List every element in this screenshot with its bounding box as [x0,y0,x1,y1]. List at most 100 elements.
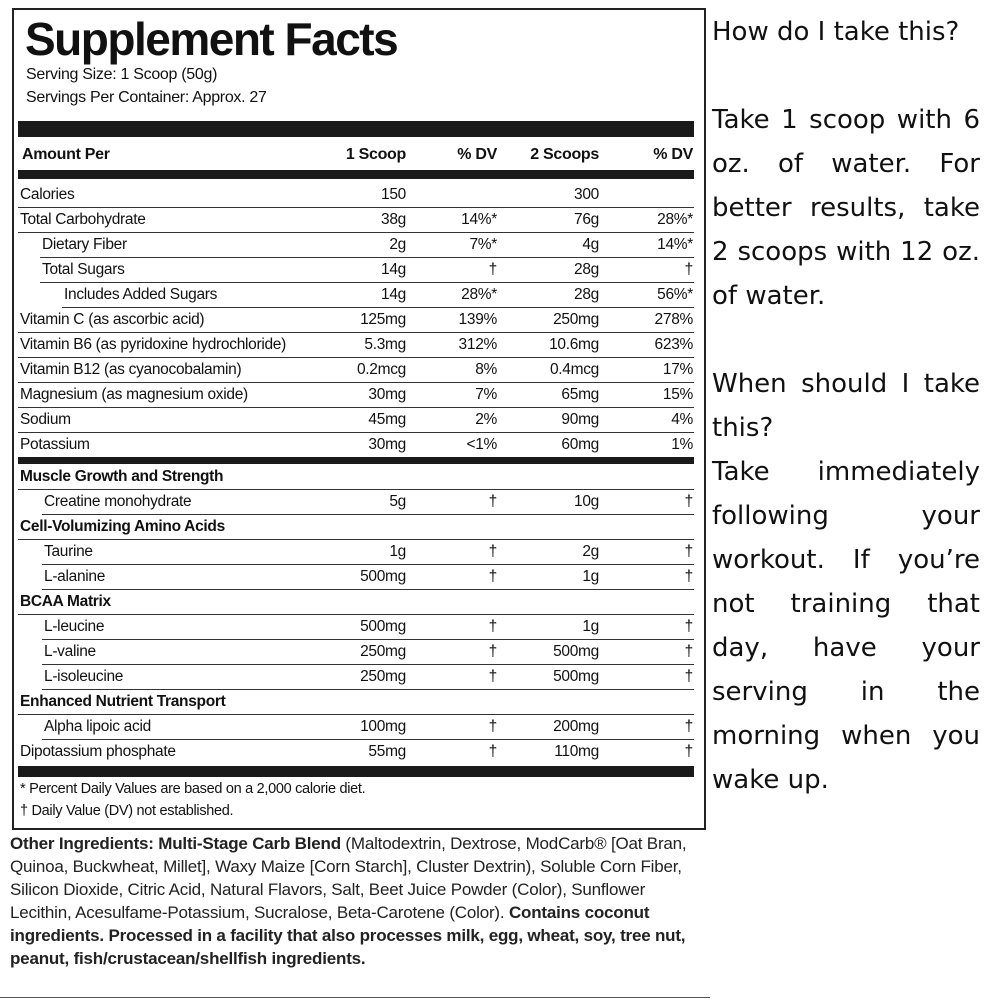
group-title: BCAA Matrix [20,593,111,610]
row-divider [42,589,694,590]
cell-value: 500mg [360,618,406,635]
cell-value: 5g [389,493,406,510]
footnote: † Daily Value (DV) not established. [20,803,234,819]
cell-value: 65mg [561,386,599,403]
cell-value: 4g [582,236,599,253]
cell-value: 0.4mcg [549,361,599,378]
row-divider [42,514,694,515]
nutrient-name: Total Sugars [42,261,125,278]
cell-value: 250mg [360,668,406,685]
ingredient-name: L-leucine [44,618,105,635]
row-divider [62,307,694,308]
column-header: 2 Scoops [530,146,599,163]
cell-value: 7% [475,386,497,403]
cell-value: 1% [671,436,693,453]
cell-value: 250mg [553,311,599,328]
cell-value: 14g [381,261,406,278]
row-divider [40,257,694,258]
column-header: 1 Scoop [345,146,406,163]
nutrient-name: Vitamin B12 (as cyanocobalamin) [20,361,242,378]
cell-value: † [488,543,498,560]
row-divider [18,489,694,490]
cell-value: 10.6mg [549,336,599,353]
title: Supplement Facts [25,13,399,65]
cell-value: 500mg [553,643,599,660]
cell-value: 55mg [368,743,406,760]
ingredient-name: Taurine [44,543,93,560]
row-divider [18,357,694,358]
row-divider [18,382,694,383]
group-title: Cell-Volumizing Amino Acids [20,518,225,535]
cell-value: 7%* [469,236,497,253]
nutrient-name: Sodium [20,411,71,428]
cell-value: 1g [389,543,406,560]
thick-bar [18,457,694,464]
nutrient-name: Calories [20,186,75,203]
nutrient-name: Includes Added Sugars [64,286,218,303]
cell-value: 28g [574,261,599,278]
cell-value: † [684,718,694,735]
cell-value: † [488,261,498,278]
ingredients-label: Other Ingredients: [10,834,154,853]
column-header: Amount Per [22,146,110,163]
row-divider [18,332,694,333]
cell-value: 30mg [368,386,406,403]
thick-bar [18,766,694,777]
cell-value: 125mg [360,311,406,328]
cell-value: † [488,743,498,760]
nutrient-name: Vitamin B6 (as pyridoxine hydrochloride) [20,336,286,353]
cell-value: 4% [671,411,693,428]
ingredient-name: Dipotassium phosphate [20,743,176,760]
thick-bar [18,121,694,137]
row-divider [18,407,694,408]
row-divider [42,689,694,690]
cell-value: 14g [381,286,406,303]
row-divider [42,664,694,665]
cell-value: 278% [654,311,694,328]
faq-question: How do I take this? [712,17,960,47]
cell-value: 56%* [657,286,693,303]
cell-value: 30mg [368,436,406,453]
nutrient-name: Potassium [20,436,90,453]
row-divider [42,564,694,565]
cell-value: 139% [458,311,498,328]
ingredients-list: (Maltodextrin, Dextrose, ModCarb® [Oat B… [10,834,687,922]
cell-value: 623% [654,336,694,353]
thick-bar [18,170,694,179]
footnote: * Percent Daily Values are based on a 2,… [20,781,366,797]
allergen-warning: Contains coconut ingredients. Processed … [10,903,686,968]
cell-value: 28%* [461,286,497,303]
faq-answer: Take immediately following your workout.… [712,457,980,795]
ingredient-name: L-alanine [44,568,106,585]
cell-value: 1g [582,618,599,635]
cell-value: 45mg [368,411,406,428]
nutrient-name: Dietary Fiber [42,236,127,253]
cell-value: 14%* [461,211,497,228]
cell-value: 200mg [553,718,599,735]
row-divider [42,639,694,640]
cell-value: † [488,618,498,635]
ingredient-name: L-valine [44,643,96,660]
nutrient-name: Magnesium (as magnesium oxide) [20,386,248,403]
cell-value: † [488,668,498,685]
cell-value: † [488,493,498,510]
row-divider [18,432,694,433]
cell-value: <1% [466,436,497,453]
column-header: % DV [653,146,693,163]
cell-value: † [684,493,694,510]
blend-name: Multi-Stage Carb Blend [158,834,341,853]
cell-value: 1g [582,568,599,585]
other-ingredients: Other Ingredients: Multi-Stage Carb Blen… [10,832,702,970]
cell-value: 14%* [657,236,693,253]
row-divider [42,739,694,740]
cell-value: 60mg [561,436,599,453]
row-divider [18,614,694,615]
cell-value: † [684,618,694,635]
cell-value: † [684,568,694,585]
cell-value: † [488,718,498,735]
divider [0,997,710,998]
faq-answer: Take 1 scoop with 6 oz. of water. For be… [712,105,980,311]
nutrient-name: Total Carbohydrate [20,211,146,228]
column-header: % DV [457,146,497,163]
